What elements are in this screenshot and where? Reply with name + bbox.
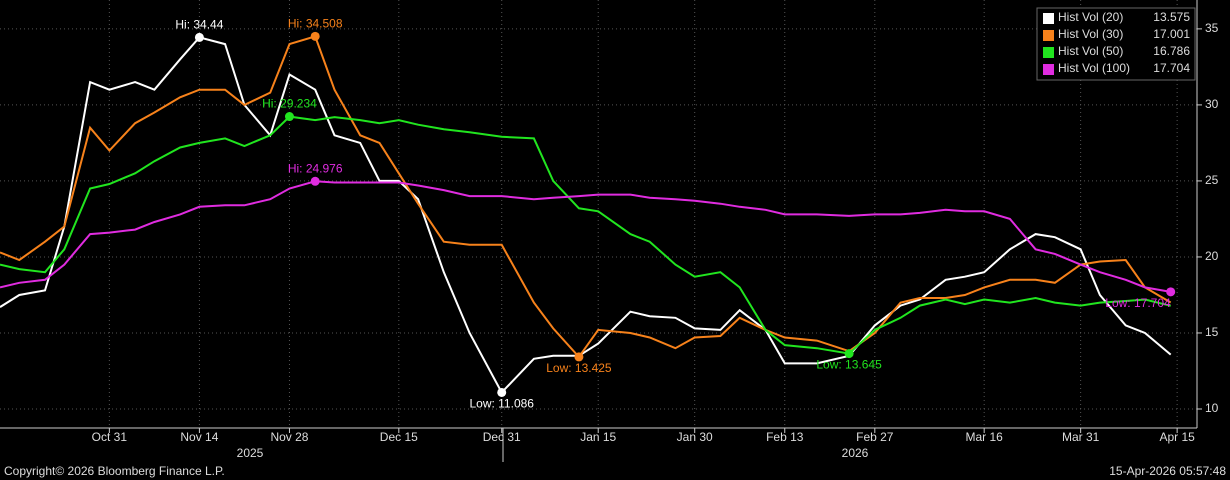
legend: Hist Vol (20) 13.575 Hist Vol (30) 17.001 Hi… <box>1036 7 1196 81</box>
x-tick-label: Nov 28 <box>270 430 308 444</box>
copyright: Copyright© 2026 Bloomberg Finance L.P. <box>4 464 225 478</box>
legend-box <box>1036 7 1196 81</box>
annotation-label: Hi: 29.234 <box>262 97 317 111</box>
annotation-label: Low: 17.704 <box>1105 296 1171 310</box>
grid <box>0 0 1197 428</box>
x-tick-label: Jan 30 <box>677 430 713 444</box>
legend-label: Hist Vol (100) <box>1058 61 1130 75</box>
x-tick-label: Dec 31 <box>483 430 521 444</box>
annotation-marker <box>310 176 320 186</box>
annotation-label: Hi: 34.44 <box>175 18 223 32</box>
annotation-marker <box>574 352 584 362</box>
y-tick-label: 15 <box>1205 325 1219 339</box>
legend-swatch <box>1043 64 1054 75</box>
legend-value: 16.786 <box>1153 44 1190 58</box>
year-label: 2026 <box>842 446 869 460</box>
series-line <box>0 115 1171 355</box>
annotation-label: Hi: 24.976 <box>288 161 343 175</box>
y-tick-label: 30 <box>1205 97 1219 111</box>
annotations: Hi: 34.44 Low: 11.086 Hi: 34.508 Low: 13.42… <box>175 17 1176 411</box>
annotation-label: Low: 13.645 <box>816 358 882 372</box>
legend-label: Hist Vol (50) <box>1058 44 1123 58</box>
year-label: 2025 <box>237 446 264 460</box>
annotation-marker <box>284 112 294 122</box>
y-tick-label: 10 <box>1205 401 1219 415</box>
legend-swatch <box>1043 30 1054 41</box>
legend-swatch <box>1043 13 1054 24</box>
annotation-label: Low: 11.086 <box>469 397 534 411</box>
annotation-label: Hi: 34.508 <box>288 17 343 31</box>
annotation-label: Low: 13.425 <box>546 361 612 375</box>
series-line <box>0 180 1171 293</box>
legend-swatch <box>1043 47 1054 58</box>
annotation-marker <box>194 32 204 42</box>
legend-value: 17.001 <box>1153 27 1190 41</box>
annotation-marker <box>497 387 507 397</box>
y-tick-label: 25 <box>1205 173 1219 187</box>
x-tick-label: Jan 15 <box>580 430 616 444</box>
lines <box>0 35 1172 395</box>
x-tick-label: Nov 14 <box>180 430 218 444</box>
x-tick-label: Oct 31 <box>92 430 128 444</box>
legend-value: 17.704 <box>1153 61 1190 75</box>
annotation-marker <box>310 31 320 41</box>
legend-value: 13.575 <box>1153 10 1190 24</box>
y-tick-label: 35 <box>1205 21 1219 35</box>
y-tick-label: 20 <box>1205 249 1219 263</box>
x-tick-label: Mar 16 <box>965 430 1003 444</box>
annotation-marker <box>1166 287 1176 297</box>
x-tick-label: Dec 15 <box>380 430 418 444</box>
x-tick-label: Feb 27 <box>856 430 894 444</box>
timestamp: 15-Apr-2026 05:57:48 <box>1109 464 1226 478</box>
x-tick-label: Apr 15 <box>1159 430 1195 444</box>
x-tick-label: Feb 13 <box>766 430 804 444</box>
annotation-marker <box>844 349 854 359</box>
x-tick-label: Mar 31 <box>1062 430 1100 444</box>
legend-label: Hist Vol (20) <box>1058 10 1123 24</box>
legend-label: Hist Vol (30) <box>1058 27 1123 41</box>
